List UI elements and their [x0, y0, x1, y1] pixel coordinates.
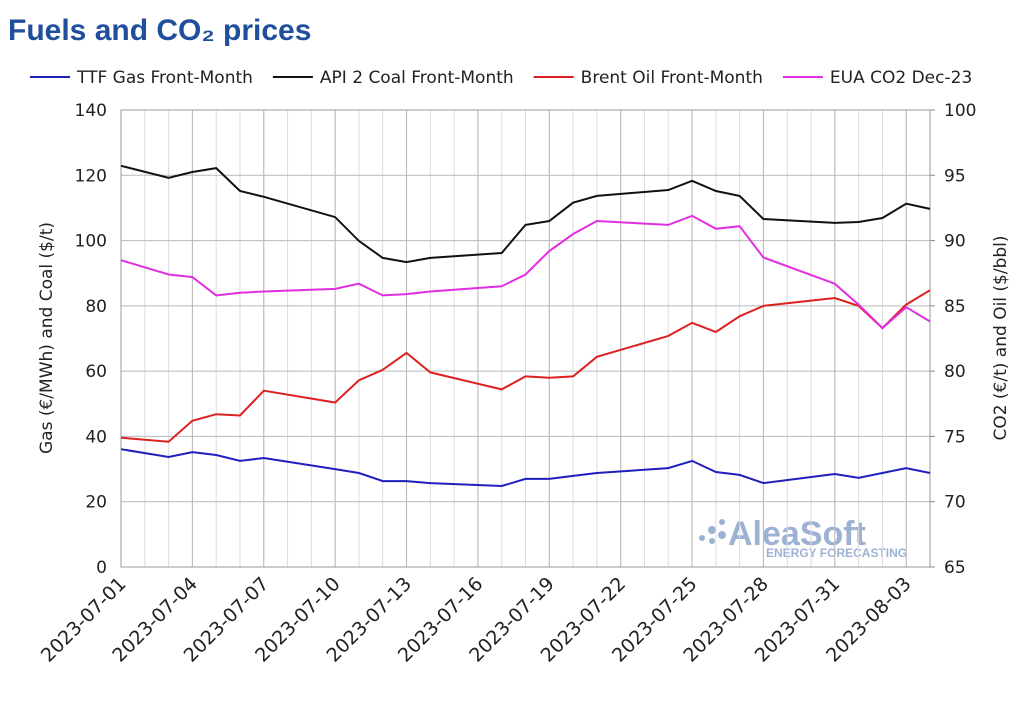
y-tick-label: 80: [85, 297, 107, 317]
legend-label: Brent Oil Front-Month: [581, 68, 763, 88]
legend-label: TTF Gas Front-Month: [76, 68, 253, 88]
y-tick-label: 100: [75, 232, 107, 252]
y2-tick-label: 100: [944, 101, 976, 121]
y-tick-label: 140: [75, 101, 107, 121]
y2-tick-label: 70: [944, 493, 966, 513]
y2-tick-label: 75: [944, 427, 966, 447]
y2-tick-label: 80: [944, 362, 966, 382]
y-tick-label: 60: [85, 362, 107, 382]
y2-axis-label: CO2 (€/t) and Oil ($/bbl): [991, 235, 1011, 440]
y2-tick-label: 65: [944, 558, 966, 578]
series-line: [120, 164, 931, 264]
y-tick-label: 20: [85, 493, 107, 513]
y2-tick-label: 95: [944, 166, 966, 186]
watermark-text: AleaSoft: [728, 515, 866, 553]
grid: [120, 109, 931, 568]
legend-label: EUA CO2 Dec-23: [830, 68, 972, 88]
series-line: [120, 214, 931, 330]
y2-tick-label: 90: [944, 232, 966, 252]
chart-title: Fuels and CO₂ prices: [8, 14, 311, 47]
series-line: [120, 289, 931, 443]
legend-label: API 2 Coal Front-Month: [320, 68, 514, 88]
series-line: [120, 448, 931, 488]
y-tick-label: 0: [96, 558, 107, 578]
watermark-subtext: ENERGY FORECASTING: [766, 546, 907, 560]
y-tick-label: 120: [75, 166, 107, 186]
y-axis-label: Gas (€/MWh) and Coal ($/t): [37, 222, 57, 454]
y2-tick-label: 85: [944, 297, 966, 317]
plot-border: [120, 109, 931, 568]
watermark: AleaSoft ENERGY FORECASTING: [699, 515, 907, 560]
y-tick-label: 40: [85, 427, 107, 447]
